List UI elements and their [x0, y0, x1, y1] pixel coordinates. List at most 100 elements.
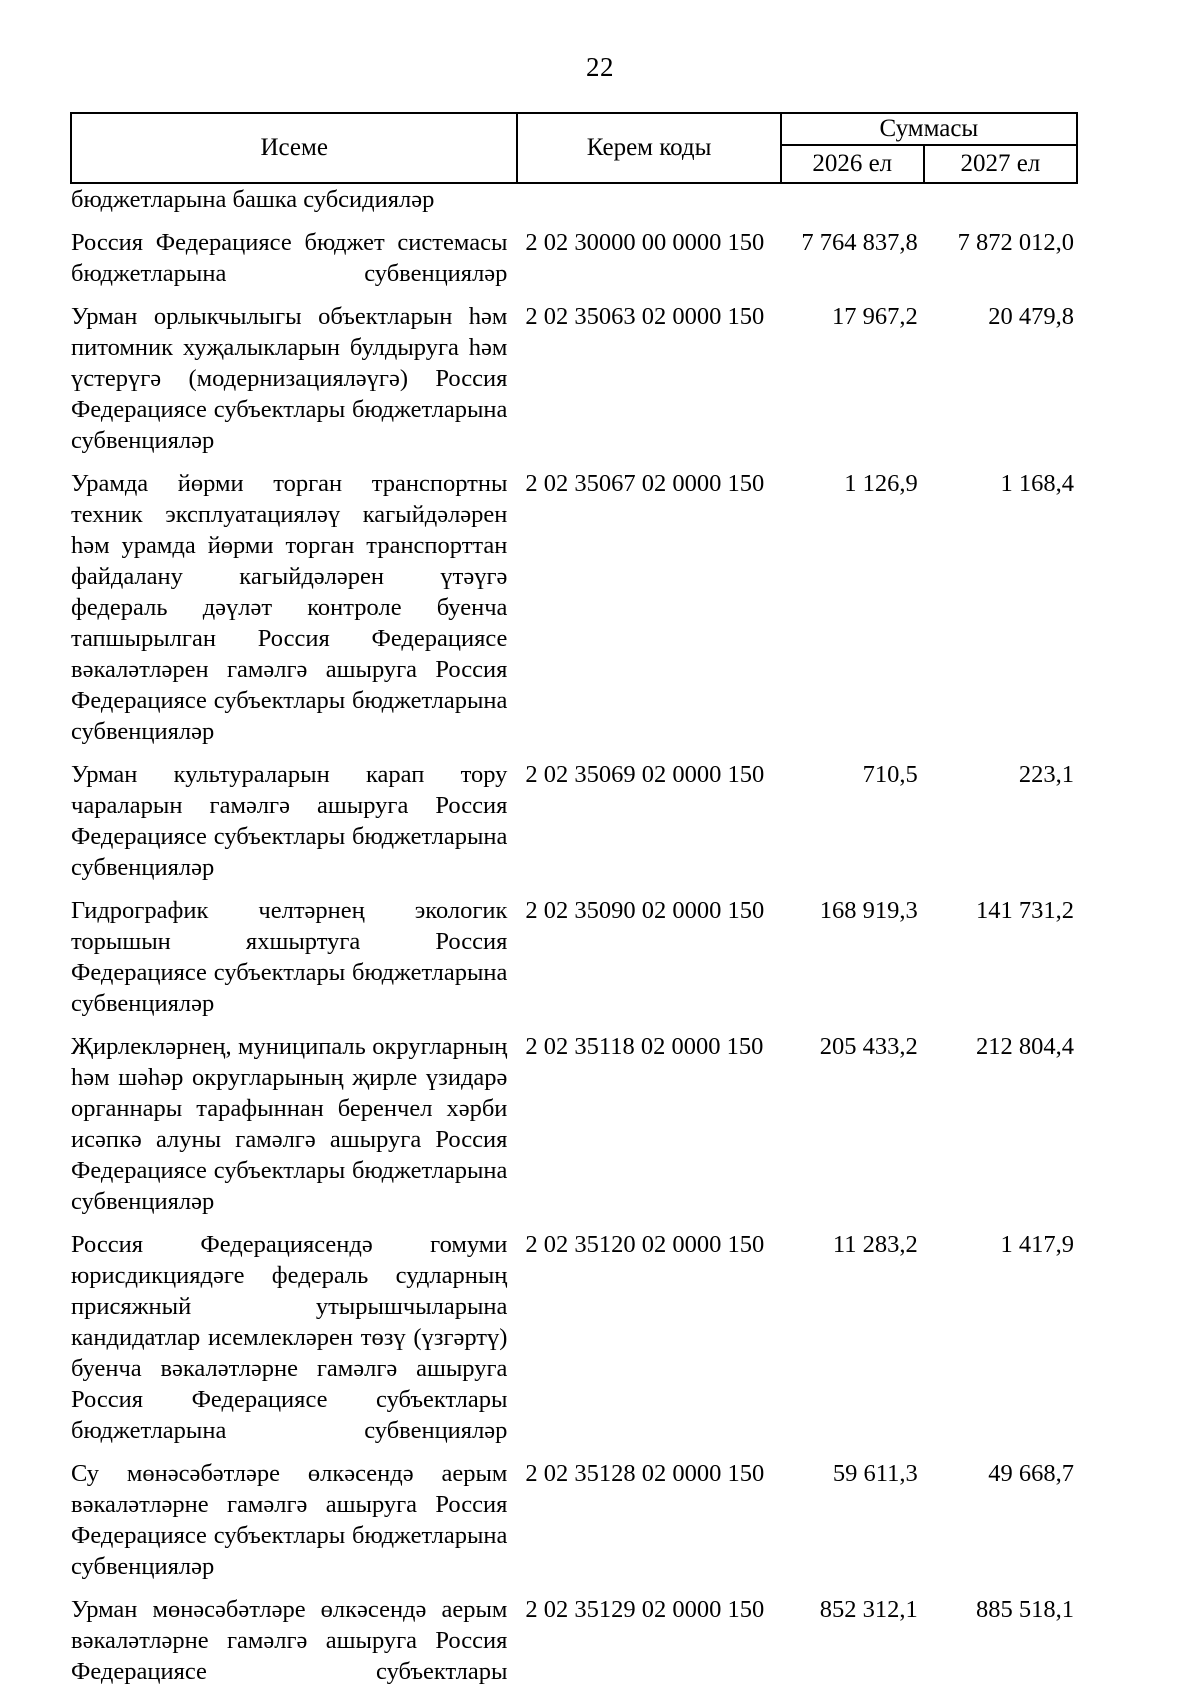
document-page: 22 Исеме Керем коды Суммасы 2026 ел 2027… [69, 52, 1079, 1685]
cell-code: 2 02 35063 02 0000 150 [525, 303, 765, 330]
cell-year-2027: 885 518,1 [976, 1596, 1074, 1623]
cell-code [517, 183, 780, 215]
spacer-cell [781, 747, 924, 759]
row-spacer [71, 1446, 1077, 1458]
table-row: Урман культураларын карап тору чараларын… [71, 759, 1077, 883]
column-header-code: Керем коды [516, 112, 782, 184]
cell-code: 2 02 35069 02 0000 150 [525, 761, 765, 788]
cell-name: Җирлекләрнең, муниципаль округларның һәм… [71, 1033, 508, 1215]
spacer-cell [71, 1019, 517, 1031]
cell-year-2027: 49 668,7 [988, 1460, 1074, 1487]
spacer-cell [781, 883, 924, 895]
spacer-cell [71, 1217, 517, 1229]
row-spacer [71, 747, 1077, 759]
table-header-row-1: Исеме Керем коды Суммасы [69, 112, 1079, 184]
spacer-cell [924, 1217, 1077, 1229]
cell-year-2027: 1 168,4 [1000, 470, 1075, 497]
budget-table: Исеме Керем коды Суммасы 2026 ел 2027 ел… [69, 112, 1079, 1687]
spacer-cell [71, 1582, 517, 1594]
spacer-cell [924, 289, 1077, 301]
table-header-row-2: 2026 ел 2027 ел [71, 144, 1079, 184]
cell-name: Урман мөнәсәбәтләре өлкәсендә аерым вәка… [71, 1596, 508, 1685]
cell-year-2026: 168 919,3 [819, 897, 918, 924]
table-header: Исеме Керем коды Суммасы 2026 ел 2027 ел [69, 112, 1079, 184]
cell-year-2027: 223,1 [1018, 761, 1074, 788]
cell-code: 2 02 35118 02 0000 150 [525, 1033, 764, 1060]
cell-name: Урман орлыкчылыгы объектларын һәм питомн… [71, 303, 508, 454]
spacer-cell [71, 289, 517, 301]
spacer-cell [781, 1019, 924, 1031]
cell-code: 2 02 30000 00 0000 150 [525, 229, 765, 256]
spacer-cell [781, 456, 924, 468]
spacer-cell [517, 1446, 780, 1458]
spacer-cell [517, 883, 780, 895]
column-header-year-2026: 2026 ел [779, 144, 925, 184]
table-row: Урман орлыкчылыгы объектларын һәм питомн… [71, 301, 1077, 456]
spacer-cell [924, 747, 1077, 759]
cell-year-2027 [924, 183, 1077, 215]
row-spacer [71, 883, 1077, 895]
column-header-name: Исеме [69, 112, 519, 184]
budget-table-container: Исеме Керем коды Суммасы 2026 ел 2027 ел… [69, 112, 1079, 1687]
spacer-cell [781, 1446, 924, 1458]
page-number: 22 [586, 52, 614, 82]
table-row: Россия Федерациясе бюджет системасы бюдж… [71, 227, 1077, 289]
spacer-cell [781, 215, 924, 227]
row-spacer [71, 456, 1077, 468]
spacer-cell [924, 215, 1077, 227]
cell-year-2027: 7 872 012,0 [957, 229, 1074, 256]
row-spacer [71, 215, 1077, 227]
cell-year-2027: 1 417,9 [1000, 1231, 1075, 1258]
cell-year-2026: 7 764 837,8 [801, 229, 918, 256]
spacer-cell [517, 289, 780, 301]
cell-year-2026: 852 312,1 [819, 1596, 918, 1623]
table-row: Җирлекләрнең, муниципаль округларның һәм… [71, 1031, 1077, 1217]
spacer-cell [71, 1446, 517, 1458]
cell-name: бюджетларына башка субсидияләр [71, 186, 435, 213]
cell-year-2026: 205 433,2 [819, 1033, 918, 1060]
column-header-year-2027: 2027 ел [922, 144, 1079, 184]
table-row: Гидрографик челтәрнең экологик торышын я… [71, 895, 1077, 1019]
row-spacer [71, 1019, 1077, 1031]
table-row: Урамда йөрми торган транспортны техник э… [71, 468, 1077, 747]
cell-year-2026: 17 967,2 [831, 303, 918, 330]
spacer-cell [517, 215, 780, 227]
spacer-cell [924, 883, 1077, 895]
spacer-cell [517, 1019, 780, 1031]
cell-code: 2 02 35120 02 0000 150 [525, 1231, 765, 1258]
cell-name: Гидрографик челтәрнең экологик торышын я… [71, 897, 508, 1017]
cell-name: Россия Федерациясендә гомуми юрисдикцияд… [71, 1231, 508, 1444]
cell-name: Урман культураларын карап тору чараларын… [71, 761, 508, 881]
cell-code: 2 02 35128 02 0000 150 [525, 1460, 765, 1487]
spacer-cell [517, 747, 780, 759]
cell-year-2026: 11 283,2 [832, 1231, 918, 1258]
cell-year-2027: 141 731,2 [976, 897, 1074, 924]
row-spacer [71, 1217, 1077, 1229]
cell-year-2027: 20 479,8 [988, 303, 1074, 330]
cell-year-2026: 59 611,3 [832, 1460, 918, 1487]
spacer-cell [71, 883, 517, 895]
cell-name: Россия Федерациясе бюджет системасы бюдж… [71, 229, 508, 287]
cell-code: 2 02 35090 02 0000 150 [525, 897, 765, 924]
cell-code: 2 02 35067 02 0000 150 [525, 470, 765, 497]
cell-year-2026: 1 126,9 [844, 470, 918, 497]
row-spacer [71, 289, 1077, 301]
cell-year-2026 [781, 183, 924, 215]
cell-year-2027: 212 804,4 [976, 1033, 1074, 1060]
spacer-cell [71, 215, 517, 227]
spacer-cell [924, 1446, 1077, 1458]
spacer-cell [781, 1582, 924, 1594]
spacer-cell [924, 456, 1077, 468]
table-row: Урман мөнәсәбәтләре өлкәсендә аерым вәка… [71, 1594, 1077, 1687]
table-body: бюджетларына башка субсидияләр Россия Фе… [71, 183, 1077, 1687]
table-row: Россия Федерациясендә гомуми юрисдикцияд… [71, 1229, 1077, 1446]
cell-name: Урамда йөрми торган транспортны техник э… [71, 470, 508, 745]
column-header-sum: Суммасы [779, 112, 1079, 146]
spacer-cell [781, 1217, 924, 1229]
row-spacer [71, 1582, 1077, 1594]
spacer-cell [517, 1582, 780, 1594]
spacer-cell [71, 456, 517, 468]
spacer-cell [924, 1582, 1077, 1594]
spacer-cell [517, 1217, 780, 1229]
cell-year-2026: 710,5 [862, 761, 918, 788]
